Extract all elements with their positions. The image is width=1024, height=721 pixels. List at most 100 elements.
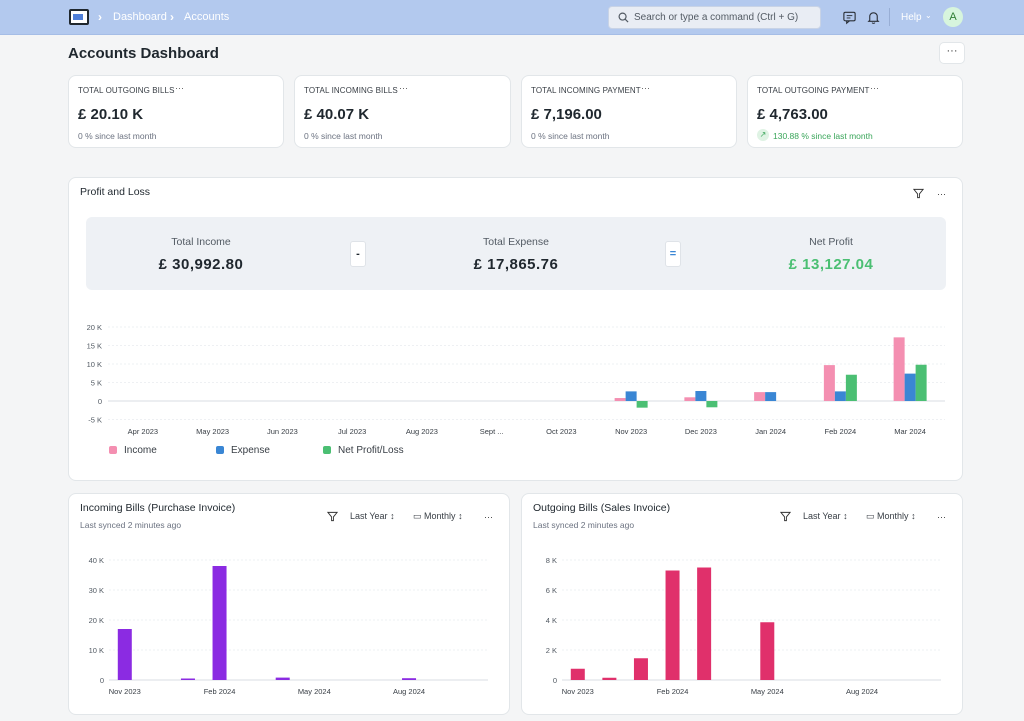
filter-icon[interactable] xyxy=(327,511,338,522)
x-tick-label: May 2023 xyxy=(196,427,229,436)
legend-income[interactable]: Income xyxy=(109,445,157,456)
total-income-label: Total Income xyxy=(171,236,231,248)
y-tick-label: -5 K xyxy=(88,416,102,425)
card-menu-icon[interactable]: ··· xyxy=(641,83,650,93)
section-title: Profit and Loss xyxy=(80,186,151,198)
period-select[interactable]: Last Year ↕ xyxy=(350,511,395,521)
legend-expense[interactable]: Expense xyxy=(216,445,270,456)
card-menu-icon[interactable]: ··· xyxy=(870,83,879,93)
y-tick-label: 6 K xyxy=(546,586,557,595)
x-tick-label: Aug 2023 xyxy=(406,427,438,436)
bar-net-profit xyxy=(915,364,927,401)
bar xyxy=(633,658,648,680)
card-menu-icon[interactable]: ··· xyxy=(937,189,946,199)
y-tick-label: 0 xyxy=(98,397,102,406)
trend-up-icon: ↗ xyxy=(757,129,769,141)
top-navbar: › Dashboard › Accounts Help ⌄ A xyxy=(0,0,1024,35)
interval-select[interactable]: ▭ Monthly ↕ xyxy=(866,511,916,522)
card-value: £ 40.07 K xyxy=(304,106,370,123)
calendar-icon: ▭ xyxy=(413,511,422,521)
y-tick-label: 0 xyxy=(553,676,557,685)
x-tick-label: Aug 2024 xyxy=(393,687,425,696)
minus-operator: - xyxy=(350,241,366,267)
card-value: £ 20.10 K xyxy=(78,106,144,123)
card-title: TOTAL OUTGOING PAYMENT xyxy=(757,86,870,95)
card-menu-icon[interactable]: ··· xyxy=(484,512,493,522)
card-menu-icon[interactable]: ··· xyxy=(399,83,408,93)
x-tick-label: Apr 2023 xyxy=(128,427,158,436)
bar-net-profit xyxy=(706,401,718,408)
number-card-incoming-bills: TOTAL INCOMING BILLS ··· £ 40.07 K 0 % s… xyxy=(294,75,511,148)
chat-icon[interactable] xyxy=(842,10,857,25)
period-value: Last Year xyxy=(350,511,388,521)
breadcrumb-accounts[interactable]: Accounts xyxy=(184,11,230,23)
x-tick-label: Mar 2024 xyxy=(894,427,926,436)
x-tick-label: Feb 2024 xyxy=(204,687,236,696)
legend-label: Net Profit/Loss xyxy=(338,445,404,456)
y-tick-label: 8 K xyxy=(546,556,557,565)
y-tick-label: 20 K xyxy=(89,616,104,625)
y-tick-label: 10 K xyxy=(87,360,102,369)
card-value: £ 4,763.00 xyxy=(757,106,828,123)
x-tick-label: Nov 2023 xyxy=(615,427,647,436)
number-card-outgoing-payment: TOTAL OUTGOING PAYMENT ··· £ 4,763.00 ↗ … xyxy=(747,75,963,148)
card-trend-text: 0 % since last month xyxy=(78,131,157,141)
card-menu-icon[interactable]: ··· xyxy=(175,83,184,93)
notification-bell-icon[interactable] xyxy=(866,10,881,25)
period-value: Last Year xyxy=(803,511,841,521)
bar-income xyxy=(754,392,766,401)
breadcrumb-dashboard[interactable]: Dashboard xyxy=(113,11,167,23)
y-tick-label: 5 K xyxy=(91,379,102,388)
number-card-outgoing-bills: TOTAL OUTGOING BILLS ··· £ 20.10 K 0 % s… xyxy=(68,75,284,148)
y-tick-label: 2 K xyxy=(546,646,557,655)
legend-swatch xyxy=(323,446,331,454)
bar-income xyxy=(684,397,696,401)
user-avatar[interactable]: A xyxy=(943,7,963,27)
card-title: TOTAL INCOMING BILLS xyxy=(304,86,398,95)
x-tick-label: Nov 2023 xyxy=(109,687,141,696)
bar-income xyxy=(893,337,905,401)
bar xyxy=(117,629,132,680)
page-title: Accounts Dashboard xyxy=(68,45,219,62)
card-menu-icon[interactable]: ··· xyxy=(937,512,946,522)
search-bar[interactable] xyxy=(608,6,821,29)
bar-income xyxy=(823,365,835,401)
bar-expense xyxy=(834,391,846,401)
number-card-incoming-payment: TOTAL INCOMING PAYMENT ··· £ 7,196.00 0 … xyxy=(521,75,737,148)
net-profit-label: Net Profit xyxy=(809,236,853,248)
x-tick-label: Sept ... xyxy=(480,427,504,436)
legend-swatch xyxy=(216,446,224,454)
x-tick-label: Oct 2023 xyxy=(546,427,576,436)
bar-expense xyxy=(765,392,777,401)
interval-select[interactable]: ▭ Monthly ↕ xyxy=(413,511,463,522)
filter-icon[interactable] xyxy=(780,511,791,522)
sort-caret-icon: ↕ xyxy=(843,511,848,521)
bar xyxy=(665,570,680,680)
x-tick-label: Feb 2024 xyxy=(825,427,857,436)
bar xyxy=(275,677,290,680)
page-menu-button[interactable]: ··· xyxy=(940,43,964,63)
help-menu[interactable]: Help xyxy=(901,12,922,23)
period-select[interactable]: Last Year ↕ xyxy=(803,511,848,521)
card-title: TOTAL OUTGOING BILLS xyxy=(78,86,175,95)
x-tick-label: May 2024 xyxy=(751,687,784,696)
legend-net-profit[interactable]: Net Profit/Loss xyxy=(323,445,404,456)
filter-icon[interactable] xyxy=(913,188,924,199)
equals-operator: = xyxy=(665,241,681,267)
bar-expense xyxy=(904,373,916,401)
bar xyxy=(760,622,775,680)
calendar-icon: ▭ xyxy=(866,511,875,521)
card-title: TOTAL INCOMING PAYMENT xyxy=(531,86,641,95)
bar xyxy=(402,678,417,680)
legend-swatch xyxy=(109,446,117,454)
x-tick-label: Nov 2023 xyxy=(562,687,594,696)
x-tick-label: Aug 2024 xyxy=(846,687,878,696)
x-tick-label: May 2024 xyxy=(298,687,331,696)
chevron-down-icon[interactable]: ⌄ xyxy=(925,11,932,20)
search-input[interactable] xyxy=(634,10,814,25)
app-logo-icon[interactable] xyxy=(69,9,89,25)
card-trend-text: 0 % since last month xyxy=(531,131,610,141)
